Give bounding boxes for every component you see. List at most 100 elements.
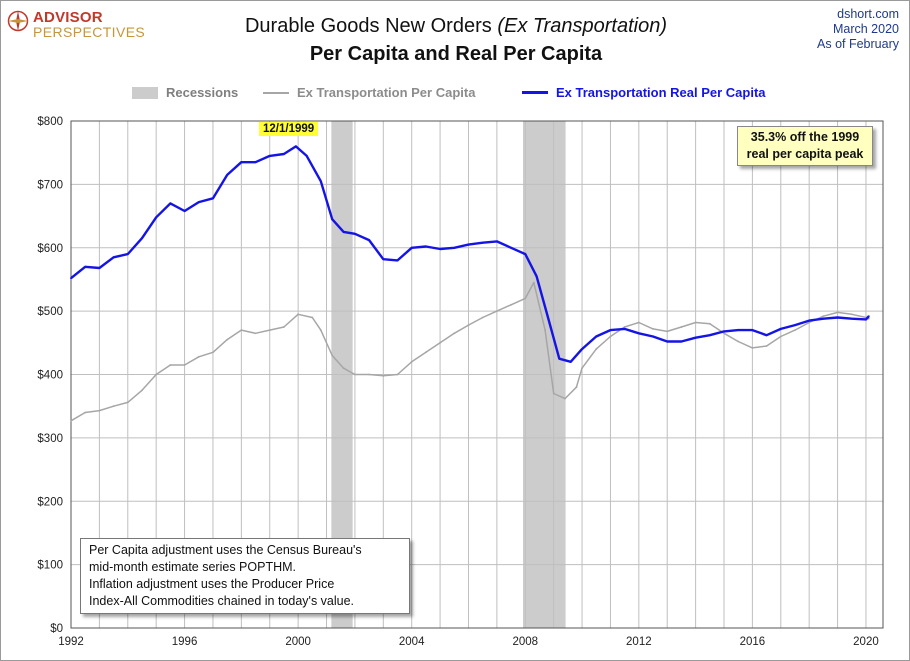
data-point: [652, 335, 654, 338]
data-point: [382, 258, 385, 261]
y-tick-label: $600: [37, 243, 63, 255]
data-point: [637, 332, 640, 335]
data-point: [155, 373, 158, 376]
data-point: [524, 297, 527, 300]
data-point: [98, 267, 101, 269]
data-point: [70, 419, 72, 422]
data-point: [112, 405, 115, 408]
legend-swatch-recessions: [132, 86, 158, 99]
data-point: [822, 315, 825, 318]
data-point: [240, 161, 243, 164]
data-point: [850, 313, 853, 316]
data-point: [382, 374, 385, 377]
data-point: [70, 277, 72, 280]
data-point: [342, 231, 345, 233]
x-tick-label: 2012: [626, 636, 652, 648]
data-point: [354, 232, 356, 235]
data-point: [694, 321, 697, 324]
data-point: [575, 386, 578, 389]
x-tick-label: 1992: [58, 636, 84, 648]
data-point: [510, 246, 512, 249]
peak-decline-callout: 35.3% off the 1999 real per capita peak: [737, 126, 873, 166]
data-point: [765, 345, 768, 347]
callout-line-1: 35.3% off the 1999: [750, 130, 860, 144]
data-point: [197, 201, 200, 204]
x-tick-label: 2000: [285, 636, 311, 648]
data-point: [564, 397, 566, 400]
data-point: [169, 202, 172, 205]
data-point: [552, 392, 555, 395]
data-point: [496, 310, 498, 312]
data-point: [666, 330, 669, 333]
data-point: [368, 239, 370, 242]
x-tick-label: 1996: [172, 636, 198, 648]
callout-line-2: real per capita peak: [746, 147, 864, 161]
data-point: [569, 360, 572, 363]
data-point: [708, 322, 711, 325]
data-point: [254, 332, 257, 335]
data-point: [354, 373, 356, 376]
data-point: [425, 245, 427, 248]
legend-item-real: Ex Transportation Real Per Capita: [522, 85, 766, 100]
series-line-real: [70, 145, 870, 363]
data-point: [295, 145, 297, 148]
data-point: [581, 348, 583, 350]
data-point: [779, 328, 782, 330]
data-point: [126, 401, 129, 404]
data-point: [311, 316, 314, 319]
data-point: [595, 335, 598, 338]
data-point: [723, 330, 725, 333]
data-point: [226, 174, 229, 176]
x-tick-label: 2008: [512, 636, 538, 648]
data-point: [652, 328, 654, 330]
legend-item-recessions: Recessions: [132, 85, 238, 100]
data-point: [183, 210, 186, 212]
data-point: [496, 240, 498, 243]
note-line-2: mid-month estimate series POPTHM.: [89, 560, 296, 574]
compass-rose-icon: [7, 10, 29, 32]
data-point: [532, 281, 535, 284]
data-point: [808, 319, 811, 322]
y-tick-label: $800: [37, 116, 63, 128]
data-point: [396, 373, 399, 376]
y-tick-label: $400: [37, 370, 63, 382]
data-point: [481, 316, 484, 319]
peak-date-label: 12/1/1999: [259, 122, 319, 136]
source-site: dshort.com: [837, 7, 899, 21]
data-point: [708, 334, 711, 337]
data-point: [535, 275, 538, 278]
chart-title: Durable Goods New Orders (Ex Transportat…: [1, 15, 910, 38]
data-point: [283, 326, 285, 328]
x-tick-label: 2020: [853, 636, 879, 648]
data-point: [98, 409, 101, 412]
data-point: [609, 335, 612, 338]
source-period: As of February: [817, 37, 899, 51]
data-point: [865, 318, 867, 321]
chart-legend: Recessions Ex Transportation Per Capita …: [1, 85, 910, 103]
data-point: [867, 315, 870, 318]
data-point: [297, 313, 299, 316]
data-point: [439, 248, 441, 250]
data-point: [524, 253, 527, 256]
data-point: [240, 329, 243, 331]
data-point: [765, 334, 768, 337]
data-point: [453, 332, 456, 335]
data-point: [453, 246, 456, 249]
logo-line-1: ADVISOR: [33, 9, 103, 26]
data-point: [342, 367, 345, 370]
data-point: [723, 332, 725, 335]
data-point: [751, 329, 754, 331]
data-point: [680, 326, 683, 328]
data-point: [396, 259, 399, 262]
data-point: [751, 347, 754, 349]
data-point: [637, 321, 640, 324]
data-point: [623, 326, 626, 328]
data-point: [808, 321, 811, 324]
y-tick-label: $100: [37, 560, 63, 572]
data-point: [141, 389, 143, 392]
chart-title-italic: (Ex Transportation): [497, 15, 668, 37]
data-point: [779, 335, 782, 338]
note-line-3: Inflation adjustment uses the Producer P…: [89, 577, 335, 591]
legend-label-real: Ex Transportation Real Per Capita: [556, 85, 766, 100]
methodology-note: Per Capita adjustment uses the Census Bu…: [80, 538, 410, 614]
